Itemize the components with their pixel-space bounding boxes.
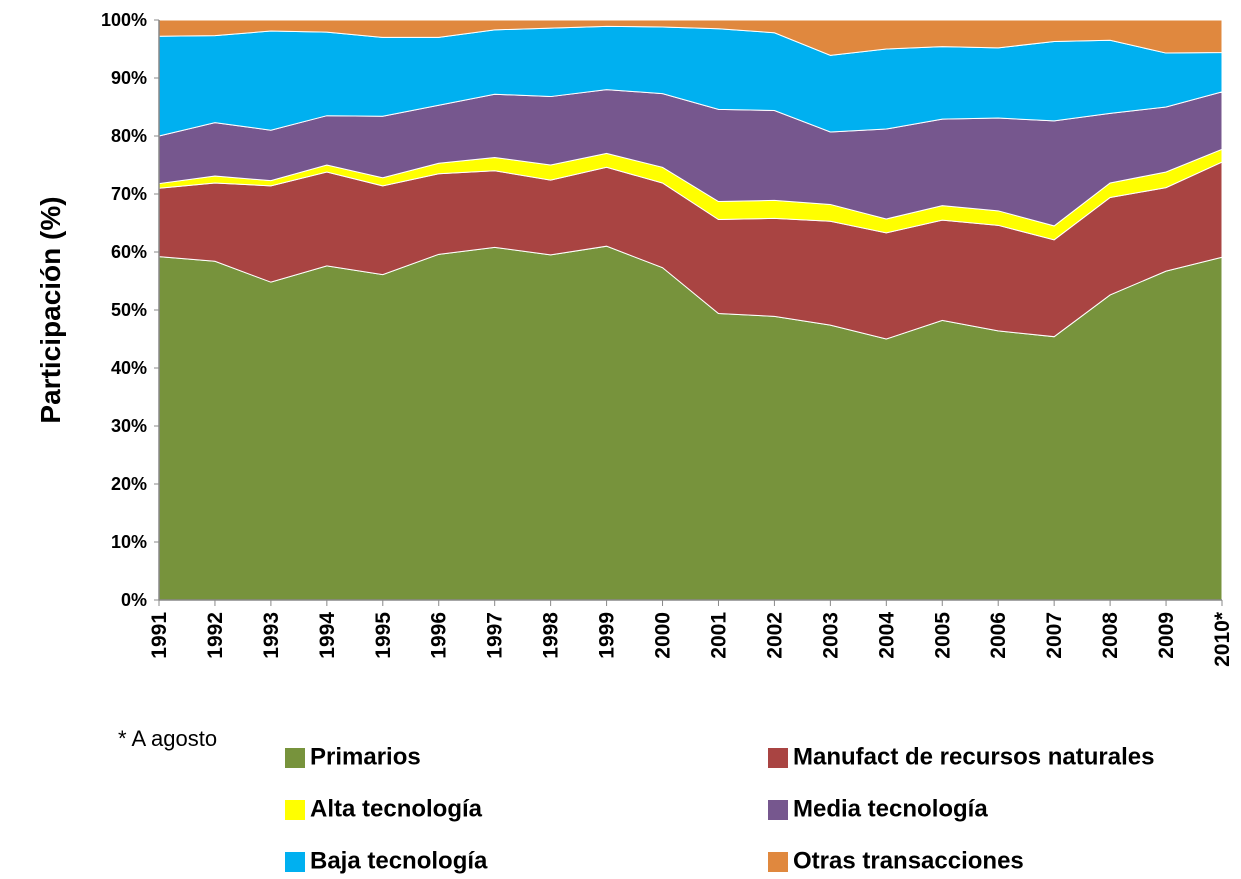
y-tick-label: 100%	[101, 10, 147, 30]
legend-swatch	[768, 852, 788, 872]
x-tick-label: 2010*	[1211, 611, 1234, 667]
legend-swatch	[285, 748, 305, 768]
y-tick-label: 50%	[111, 300, 147, 320]
x-tick-label: 2005	[931, 612, 954, 659]
legend-label: Otras transacciones	[793, 847, 1024, 874]
x-tick-label: 1992	[204, 612, 227, 659]
x-tick-label: 2002	[763, 612, 786, 659]
y-tick-label: 0%	[121, 590, 147, 610]
x-tick-label: 2001	[707, 612, 730, 659]
legend-label: Manufact de recursos naturales	[793, 743, 1154, 770]
y-tick-label: 30%	[111, 416, 147, 436]
x-tick-label: 2007	[1043, 612, 1066, 659]
y-tick-label: 70%	[111, 184, 147, 204]
x-tick-label: 1991	[148, 612, 171, 659]
legend-label: Alta tecnología	[310, 795, 483, 822]
legend-label: Primarios	[310, 743, 421, 770]
y-tick-label: 90%	[111, 68, 147, 88]
y-tick-label: 60%	[111, 242, 147, 262]
legend-swatch	[285, 852, 305, 872]
x-tick-label: 1998	[540, 612, 563, 659]
x-tick-label: 2000	[652, 612, 675, 659]
x-tick-label: 2003	[819, 612, 842, 659]
x-tick-label: 1995	[372, 612, 395, 659]
x-tick-label: 2008	[1099, 612, 1122, 659]
legend-swatch	[768, 800, 788, 820]
legend-swatch	[285, 800, 305, 820]
x-tick-label: 1993	[260, 612, 283, 659]
x-tick-label: 1999	[596, 612, 619, 659]
annotation: * A agosto	[118, 726, 217, 751]
y-tick-label: 80%	[111, 126, 147, 146]
legend-swatch	[768, 748, 788, 768]
legend-label: Baja tecnología	[310, 847, 488, 874]
y-tick-label: 20%	[111, 474, 147, 494]
y-axis-label: Participación (%)	[35, 196, 66, 423]
y-tick-label: 40%	[111, 358, 147, 378]
x-tick-label: 2004	[875, 612, 898, 659]
x-tick-label: 2009	[1155, 612, 1178, 659]
legend-label: Media tecnología	[793, 795, 988, 822]
area	[158, 19, 1223, 56]
x-tick-label: 1997	[484, 612, 507, 659]
x-tick-label: 1994	[316, 612, 339, 659]
x-tick-label: 1996	[428, 612, 451, 659]
x-tick-label: 2006	[987, 612, 1010, 659]
y-tick-label: 10%	[111, 532, 147, 552]
